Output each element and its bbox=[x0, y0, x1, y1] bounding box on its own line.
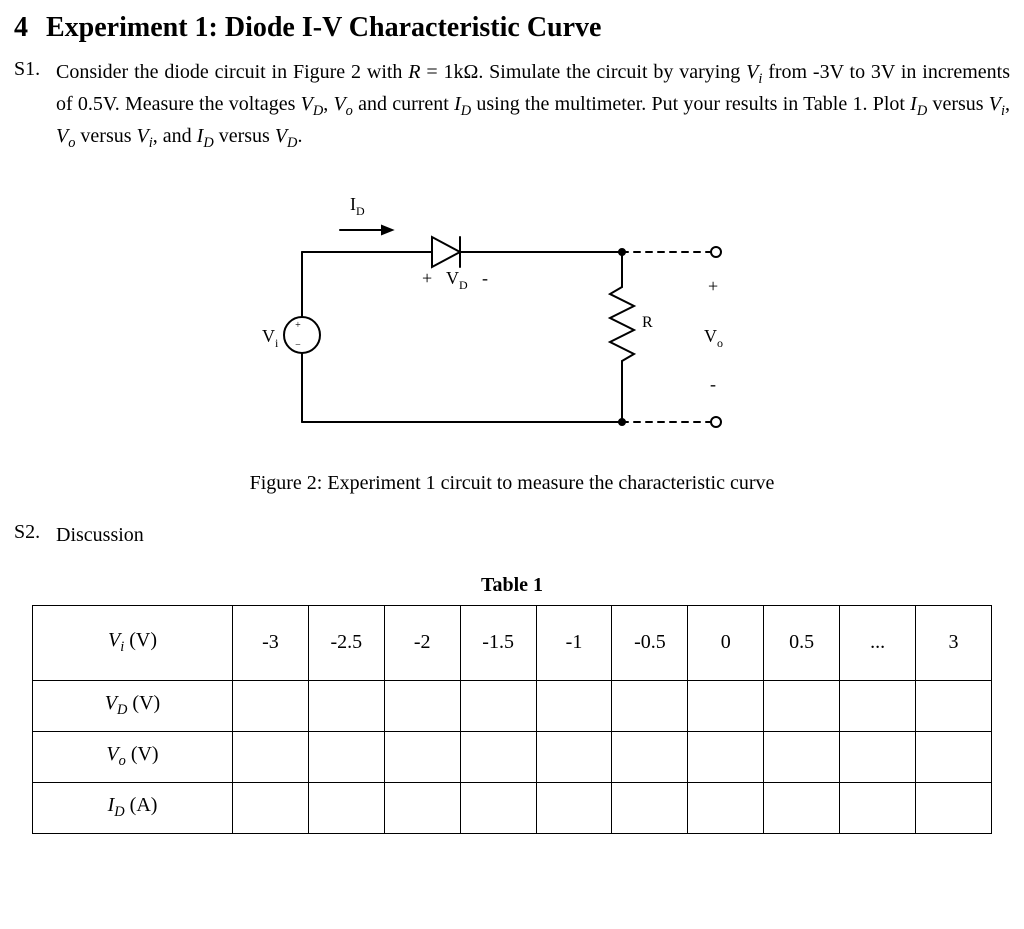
vi-cell: -0.5 bbox=[612, 605, 688, 680]
vi-cell: -1 bbox=[536, 605, 612, 680]
section-title: Experiment 1: Diode I-V Characteristic C… bbox=[46, 12, 601, 43]
s1-text: = 1kΩ. Simulate the circuit by varying bbox=[421, 61, 747, 83]
label-Vo: Vo bbox=[704, 326, 723, 350]
section-heading: 4 Experiment 1: Diode I-V Characteristic … bbox=[14, 12, 1010, 44]
vi-cell: 0 bbox=[688, 605, 764, 680]
item-s2: S2. Discussion bbox=[14, 521, 1010, 550]
label-Vo-minus: - bbox=[710, 374, 716, 394]
s1-text: versus bbox=[214, 125, 275, 147]
s1-Vi3: V bbox=[137, 125, 149, 147]
label-R: R bbox=[642, 314, 653, 331]
s1-Vo2: V bbox=[56, 125, 68, 147]
s1-text: Consider the diode circuit in Figure 2 w… bbox=[56, 61, 408, 83]
item-label-s2: S2. bbox=[14, 521, 56, 550]
s1-VD-sub: D bbox=[313, 103, 323, 119]
rowhdr-vo: Vo (V) bbox=[33, 731, 233, 782]
s1-ID: I bbox=[454, 93, 461, 115]
vi-cell: -1.5 bbox=[460, 605, 536, 680]
s1-ID3-sub: D bbox=[203, 135, 213, 151]
label-src-plus: + bbox=[295, 320, 301, 331]
rowhdr-vi: Vi (V) bbox=[33, 605, 233, 680]
s1-Vo-sub: o bbox=[346, 103, 353, 119]
s1-ID2-sub: D bbox=[917, 103, 927, 119]
label-VD-plus: + bbox=[422, 268, 432, 288]
table-row-id: ID (A) bbox=[33, 782, 992, 833]
s1-VD: V bbox=[301, 93, 313, 115]
vi-cell: -2 bbox=[384, 605, 460, 680]
rowhdr-vd: VD (V) bbox=[33, 680, 233, 731]
s1-text: versus bbox=[75, 125, 136, 147]
table-title: Table 1 bbox=[14, 574, 1010, 597]
s1-Vo: V bbox=[333, 93, 345, 115]
vi-cell: 0.5 bbox=[764, 605, 840, 680]
label-src-minus: − bbox=[295, 340, 301, 351]
s1-text: , bbox=[323, 93, 333, 115]
table-1: Vi (V) -3 -2.5 -2 -1.5 -1 -0.5 0 0.5 ...… bbox=[32, 605, 992, 834]
table-row-vd: VD (V) bbox=[33, 680, 992, 731]
section-number: 4 bbox=[14, 12, 28, 43]
rowhdr-id: ID (A) bbox=[33, 782, 233, 833]
table-row-vo: Vo (V) bbox=[33, 731, 992, 782]
item-body-s1: Consider the diode circuit in Figure 2 w… bbox=[56, 58, 1010, 154]
s1-VD2: V bbox=[275, 125, 287, 147]
label-Vo-plus: + bbox=[708, 276, 718, 296]
s1-VD2-sub: D bbox=[287, 135, 297, 151]
vi-cell: 3 bbox=[916, 605, 992, 680]
s1-text: and current bbox=[353, 93, 454, 115]
s1-Vi: V bbox=[746, 61, 758, 83]
figure-2: ID + VD - R Vi + − + Vo - bbox=[14, 182, 1010, 458]
s1-Vi2: V bbox=[989, 93, 1001, 115]
label-Vi: Vi bbox=[262, 326, 279, 350]
item-s1: S1. Consider the diode circuit in Figure… bbox=[14, 58, 1010, 154]
s1-text: , bbox=[1005, 93, 1010, 115]
s1-text: , and bbox=[153, 125, 197, 147]
s1-text: versus bbox=[927, 93, 989, 115]
s1-text: using the multimeter. Put your results i… bbox=[471, 93, 910, 115]
vi-cell: -3 bbox=[233, 605, 309, 680]
vi-cell: ... bbox=[840, 605, 916, 680]
s1-ID-sub: D bbox=[461, 103, 471, 119]
figure-caption: Figure 2: Experiment 1 circuit to measur… bbox=[14, 472, 1010, 495]
item-label-s1: S1. bbox=[14, 58, 56, 154]
s1-R: R bbox=[408, 61, 420, 83]
s1-text: . bbox=[297, 125, 302, 147]
label-VD-minus: - bbox=[482, 268, 488, 288]
table-row-vi: Vi (V) -3 -2.5 -2 -1.5 -1 -0.5 0 0.5 ...… bbox=[33, 605, 992, 680]
vi-cell: -2.5 bbox=[308, 605, 384, 680]
label-ID: ID bbox=[350, 194, 365, 218]
s1-ID2: I bbox=[910, 93, 917, 115]
item-body-s2: Discussion bbox=[56, 521, 1010, 550]
label-VD: VD bbox=[446, 268, 468, 292]
circuit-diagram: ID + VD - R Vi + − + Vo - bbox=[232, 182, 792, 452]
